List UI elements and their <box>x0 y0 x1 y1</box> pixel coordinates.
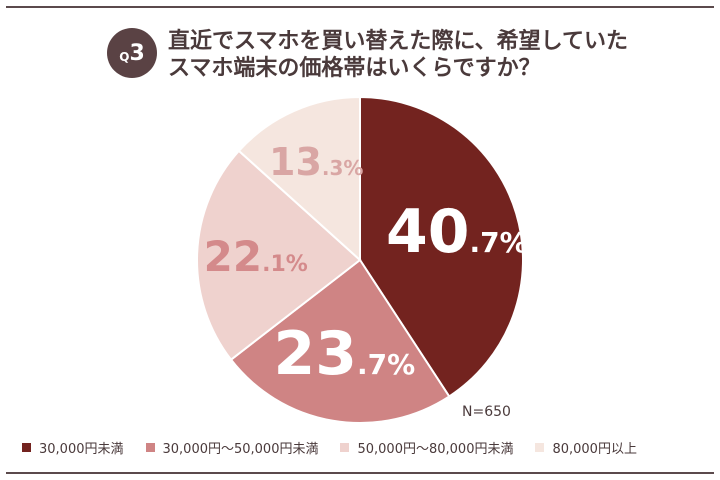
legend-label: 50,000円～80,000円未満 <box>357 441 514 457</box>
legend-label: 30,000円未満 <box>39 441 124 457</box>
legend-swatch <box>145 442 155 452</box>
legend-item-2: 30,000円～50,000円未満 <box>145 438 319 457</box>
slice-label-3: 22.1% <box>204 232 308 281</box>
legend-label: 30,000円～50,000円未満 <box>162 441 319 457</box>
legend: 30,000円未満 30,000円～50,000円未満 50,000円～80,000… <box>22 437 659 457</box>
title-line-2: スマホ端末の価格帯はいくらですか？ <box>168 56 541 81</box>
slice-label-1: 40.7% <box>386 197 528 267</box>
legend-label: 80,000円以上 <box>552 441 637 457</box>
question-badge: Q 3 <box>107 28 157 78</box>
pie-slice-3 <box>196 149 362 362</box>
badge-number: 3 <box>129 40 145 66</box>
legend-item-1: 30,000円未満 <box>22 438 124 457</box>
legend-swatch <box>340 442 350 452</box>
legend-item-3: 50,000円～80,000円未満 <box>340 438 513 457</box>
slice-label-2: 23.7% <box>273 319 415 389</box>
legend-swatch <box>535 442 545 452</box>
pie-slice-2 <box>229 258 451 424</box>
pie-slice-4 <box>237 95 361 263</box>
bottom-rule <box>6 472 714 474</box>
title-line-1: 直近でスマホを買い替えた際に、希望していた <box>168 29 629 54</box>
legend-swatch <box>22 442 31 452</box>
page-title: 直近でスマホを買い替えた際に、希望していた スマホ端末の価格帯はいくらですか？ <box>168 28 688 82</box>
slice-label-4: 13.3% <box>269 140 363 184</box>
badge-q: Q <box>119 50 130 64</box>
top-rule <box>6 6 714 8</box>
sample-size-note: N=650 <box>462 404 511 420</box>
legend-item-4: 80,000円以上 <box>535 438 637 457</box>
